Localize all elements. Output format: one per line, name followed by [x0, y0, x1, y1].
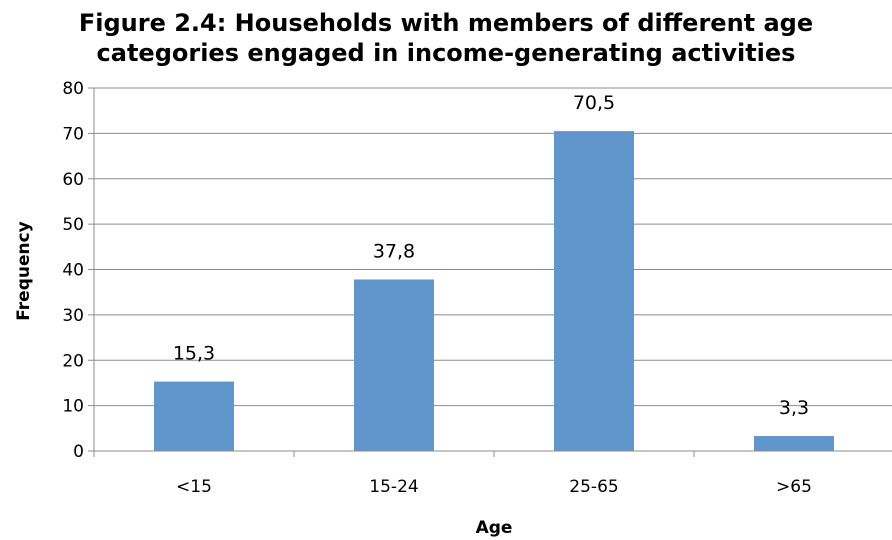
x-tick-label: >65 [776, 477, 812, 497]
labels: 0 10 20 30 40 50 60 70 80 15,3 <15 37,8 15-24 70,5 25-… [62, 79, 812, 497]
y-tick-label: 60 [62, 170, 84, 190]
chart-title-line-1: Figure 2.4: Households with members of d… [78, 9, 814, 37]
y-tick-label: 10 [62, 397, 84, 417]
y-tick-label: 70 [62, 124, 84, 144]
data-label: 3,3 [779, 397, 809, 419]
y-tick-label: 50 [62, 215, 84, 235]
axes [88, 87, 892, 457]
x-axis-title: Age [476, 518, 513, 538]
chart-title: Figure 2.4: Households with members of d… [0, 8, 892, 68]
x-tick-label: 25-65 [569, 477, 618, 497]
bar [554, 131, 634, 451]
y-axis-title: Frequency [14, 221, 34, 321]
data-label: 15,3 [173, 343, 215, 365]
gridlines [94, 87, 892, 407]
bars [154, 131, 834, 451]
x-tick-label: 15-24 [369, 477, 418, 497]
bar [354, 279, 434, 451]
y-tick-label: 80 [62, 79, 84, 99]
bar [754, 436, 834, 451]
data-label: 70,5 [573, 92, 615, 114]
x-tick-label: <15 [176, 477, 212, 497]
y-tick-label: 30 [62, 306, 84, 326]
y-tick-label: 40 [62, 261, 84, 281]
chart-title-line-2: categories engaged in income-generating … [96, 39, 796, 67]
y-tick-label: 0 [73, 442, 84, 462]
y-tick-label: 20 [62, 351, 84, 371]
data-label: 37,8 [373, 240, 415, 262]
bar [154, 381, 234, 451]
